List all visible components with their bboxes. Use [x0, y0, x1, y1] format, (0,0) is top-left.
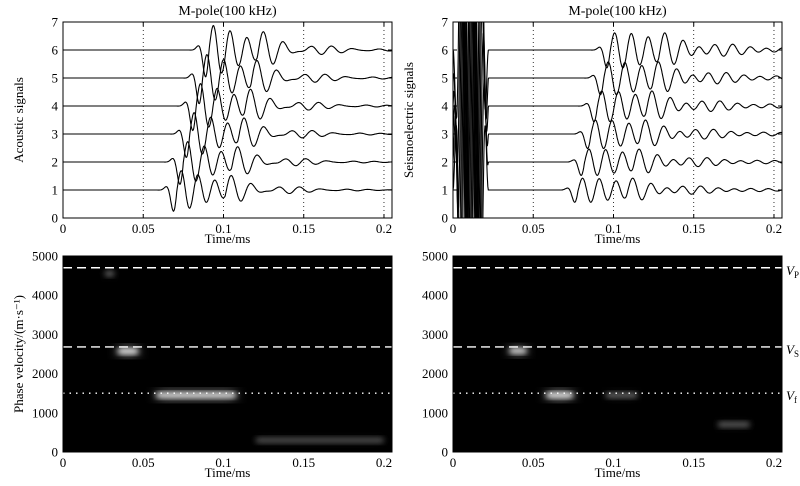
velocity-label-main: V: [786, 388, 796, 403]
velocity-label: VP: [786, 263, 799, 280]
energy-spot: [117, 348, 139, 354]
y-tick-label: 3000: [32, 327, 58, 342]
velocity-label: VS: [786, 342, 799, 359]
waveform-traces: [63, 24, 392, 212]
x-tick-label: 0.2: [766, 221, 782, 236]
x-tick-label: 0.2: [376, 221, 392, 236]
x-tick-label: 0.05: [522, 455, 545, 470]
y-tick-label: 0: [52, 211, 59, 226]
y-tick-label: 2000: [32, 366, 58, 381]
y-tick-label: 7: [52, 15, 59, 30]
waveform-trace: [63, 141, 392, 186]
y-tick-label: 5: [52, 71, 59, 86]
heatmap-background: [453, 256, 782, 452]
axes-frame: [62, 255, 393, 453]
energy-spot: [717, 422, 750, 428]
y-tick-label: 2000: [422, 366, 448, 381]
y-tick-label: 1000: [32, 405, 58, 420]
energy-spot: [605, 392, 638, 398]
waveform-trace: [453, 22, 782, 218]
x-tick-label: 0.15: [682, 455, 705, 470]
y-tick-label: 6: [442, 43, 449, 58]
waveform-trace: [63, 24, 392, 78]
waveform-trace: [453, 22, 782, 218]
velocity-label-main: V: [786, 263, 796, 278]
y-tick-label: 2: [52, 155, 59, 170]
y-tick-label: 2: [442, 155, 449, 170]
y-tick-label: 0: [52, 445, 59, 460]
seismoelectric-velocity-time-panel: 0 0.05 0.1 0.15 0.2 0 1000 2000 3000 4000 5000 Time…: [422, 249, 799, 481]
seismoelectric-waveform-panel: 0 0.05 0.1 0.15 0.2 0 1 2 3 4 5 6 7 M-pole(100 kHz) Ti…: [401, 4, 783, 246]
waveform-trace: [453, 22, 782, 218]
x-tick-label: 0.2: [376, 455, 392, 470]
y-axis-label: Phase velocity/(m·s⁻¹): [11, 295, 26, 413]
acoustic-waveform-panel: 0 0.05 0.1 0.15 0.2 0 1 2 3 4 5 6 7 M-pole(100 kHz) Ti…: [11, 4, 393, 246]
waveform-traces: [453, 22, 782, 218]
waveform-trace: [63, 170, 392, 212]
y-tick-label: 3000: [422, 327, 448, 342]
x-tick-label: 0.1: [215, 455, 231, 470]
x-tick-label: 0: [450, 221, 457, 236]
energy-spot: [509, 348, 527, 354]
y-axis-label: Acoustic signals: [11, 77, 26, 163]
heatmap-background: [63, 256, 392, 452]
y-tick-label: 6: [52, 43, 59, 58]
y-tick-label: 0: [442, 445, 449, 460]
y-tick-label: 0: [442, 211, 449, 226]
velocity-label-sub: P: [794, 270, 799, 280]
y-tick-label: 5: [442, 71, 449, 86]
x-tick-label: 0: [60, 455, 67, 470]
x-tick-label: 0.05: [132, 455, 155, 470]
y-tick-label: 3: [442, 127, 449, 142]
panel-title: M-pole(100 kHz): [568, 4, 667, 19]
energy-spot: [156, 392, 237, 398]
x-tick-label: 0.15: [292, 455, 315, 470]
waveform-trace: [63, 54, 392, 105]
y-tick-label: 3: [52, 127, 59, 142]
y-tick-label: 4: [442, 99, 449, 114]
y-tick-label: 4: [52, 99, 59, 114]
axes-frame: [62, 21, 393, 219]
acoustic-velocity-time-panel: 0 0.05 0.1 0.15 0.2 0 1000 2000 3000 4000 5000 Time…: [11, 249, 393, 480]
waveform-trace: [63, 83, 392, 132]
axes-frame: [452, 255, 783, 453]
x-axis-label: Time/ms: [595, 231, 641, 246]
axes-frame: [452, 21, 783, 219]
x-tick-label: 0: [450, 455, 457, 470]
waveform-trace: [453, 22, 782, 218]
x-tick-label: 0.2: [766, 455, 782, 470]
y-tick-label: 4000: [422, 288, 448, 303]
x-axis-label: Time/ms: [205, 465, 251, 480]
x-tick-label: 0.1: [605, 455, 621, 470]
velocity-label-sub: f: [794, 395, 797, 405]
y-tick-label: 1: [442, 183, 449, 198]
velocity-label: Vf: [786, 388, 797, 405]
energy-spot: [546, 392, 574, 398]
y-tick-label: 4000: [32, 288, 58, 303]
y-tick-label: 5000: [32, 249, 58, 264]
energy-spot: [104, 271, 115, 277]
y-tick-label: 7: [442, 15, 449, 30]
x-tick-label: 0.05: [132, 221, 155, 236]
waveform-trace: [63, 112, 392, 159]
velocity-label-main: V: [786, 342, 796, 357]
x-axis-label: Time/ms: [205, 231, 251, 246]
energy-spot: [255, 437, 384, 443]
panel-title: M-pole(100 kHz): [178, 4, 277, 19]
y-axis-label: Seismoelectric signals: [401, 62, 416, 178]
y-tick-label: 1: [52, 183, 59, 198]
velocity-label-sub: S: [794, 349, 799, 359]
y-tick-label: 1000: [422, 405, 448, 420]
x-tick-label: 0.05: [522, 221, 545, 236]
x-tick-label: 0.1: [605, 221, 621, 236]
x-tick-label: 0.15: [682, 221, 705, 236]
x-tick-label: 0.15: [292, 221, 315, 236]
energy-spots: [104, 269, 384, 445]
x-axis-label: Time/ms: [595, 465, 641, 480]
x-tick-label: 0: [60, 221, 67, 236]
x-tick-label: 0.1: [215, 221, 231, 236]
waveform-trace: [453, 22, 782, 218]
y-tick-label: 5000: [422, 249, 448, 264]
